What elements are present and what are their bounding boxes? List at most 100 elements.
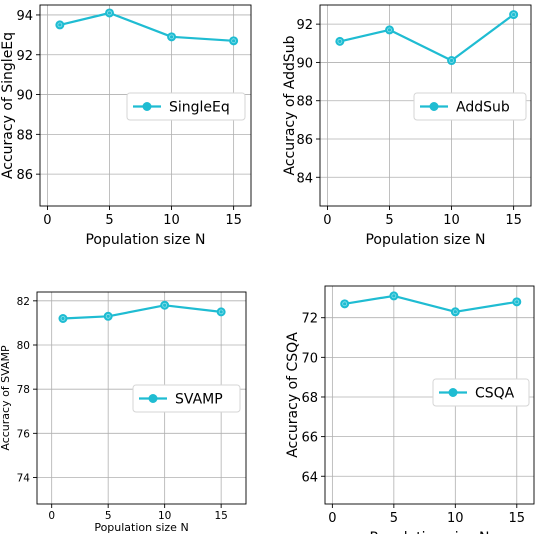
legend: SVAMP: [132, 384, 241, 413]
y-tick-label: 72: [301, 312, 318, 327]
y-tick-label: 88: [16, 128, 33, 143]
data-point-inner: [162, 302, 168, 308]
y-tick-label: 88: [296, 95, 313, 110]
legend-label: AddSub: [456, 100, 510, 116]
x-tick-label: 15: [505, 213, 522, 228]
legend-label: SingleEq: [169, 100, 230, 116]
data-point-inner: [218, 309, 224, 315]
plot-frame: [39, 4, 252, 207]
y-axis-label: Accuracy of CSQA: [285, 332, 301, 458]
plot-frame: [36, 291, 247, 505]
legend-marker: [142, 102, 152, 111]
y-tick-label: 84: [296, 171, 313, 186]
x-tick-label: 10: [158, 510, 171, 522]
x-tick-label: 0: [43, 213, 51, 228]
data-point: [58, 314, 68, 323]
x-axis-label: Population size N: [365, 232, 485, 248]
y-tick-label: 92: [296, 18, 313, 33]
x-tick-label: 0: [328, 511, 336, 526]
x-tick-label: 0: [323, 213, 331, 228]
data-point: [105, 8, 115, 18]
legend-box: [432, 378, 530, 407]
y-tick-label: 68: [301, 391, 318, 406]
y-tick-label: 74: [17, 473, 31, 485]
legend-label: CSQA: [475, 386, 515, 402]
data-point: [216, 307, 226, 317]
data-point: [385, 25, 395, 35]
data-point: [167, 32, 177, 42]
data-point-inner: [511, 12, 517, 17]
y-tick-label: 92: [16, 49, 33, 64]
data-point: [335, 36, 345, 46]
y-tick-label: 90: [296, 56, 313, 71]
data-point: [55, 20, 65, 30]
data-point-inner: [514, 299, 520, 305]
data-point-inner: [60, 316, 66, 321]
y-tick-label: 94: [16, 9, 33, 24]
legend-label: SVAMP: [175, 392, 223, 408]
y-tick-label: 70: [301, 351, 318, 366]
y-tick-label: 76: [17, 428, 31, 440]
legend-box: [413, 92, 527, 121]
series-line: [344, 294, 517, 313]
chart-panel-2: 0 5 10 15 84 86 88 90 92 Population size N Accurac…: [282, 4, 532, 248]
legend: AddSub: [413, 92, 527, 121]
plot-frame: [319, 4, 532, 207]
data-point: [447, 56, 457, 66]
legend-box: [132, 384, 241, 413]
data-point: [229, 36, 239, 46]
x-tick-label: 0: [48, 510, 55, 522]
y-tick-label: 80: [17, 340, 30, 352]
y-axis-label: Accuracy of AddSub: [282, 35, 298, 175]
x-tick-label: 15: [509, 511, 526, 526]
y-tick-label: 86: [296, 133, 313, 148]
x-tick-label: 15: [225, 213, 242, 228]
chart-panel-1: 0 5 10 15 86 88 90 92 94 Population size N Accurac…: [0, 4, 252, 248]
series-line: [59, 11, 234, 42]
legend-marker: [448, 388, 458, 397]
x-tick-label: 5: [390, 511, 398, 526]
data-point-inner: [169, 34, 174, 40]
x-tick-label: 10: [163, 213, 180, 228]
x-tick-label: 15: [214, 510, 227, 522]
data-point-inner: [387, 27, 392, 33]
legend-marker: [148, 394, 158, 403]
data-point: [160, 300, 170, 310]
chart-panel-4: 0 5 10 15 64 66 68 70 72 Population size N Accurac…: [285, 285, 535, 534]
series-line: [339, 13, 515, 62]
data-point-inner: [342, 301, 348, 307]
y-axis-label: Accuracy of SVAMP: [0, 345, 12, 451]
x-tick-label: 10: [443, 213, 460, 228]
y-tick-label: 78: [17, 384, 30, 396]
legend: CSQA: [432, 378, 530, 407]
x-tick-label: 5: [385, 213, 393, 228]
legend: SingleEq: [126, 92, 246, 121]
x-tick-label: 10: [447, 511, 464, 526]
x-tick-label: 5: [105, 213, 113, 228]
x-axis-label: Population size N: [85, 232, 205, 248]
data-point-inner: [452, 309, 458, 315]
y-tick-label: 86: [16, 168, 33, 183]
data-point: [340, 299, 350, 309]
y-tick-label: 82: [17, 296, 30, 308]
data-point: [389, 291, 399, 301]
data-point: [512, 297, 522, 307]
data-point-inner: [57, 22, 63, 28]
y-tick-label: 90: [16, 89, 33, 104]
y-tick-label: 66: [301, 431, 318, 446]
legend-marker: [429, 102, 439, 111]
data-point: [509, 10, 519, 20]
data-point-inner: [449, 58, 454, 63]
y-axis-label: Accuracy of SingleEq: [0, 32, 16, 179]
data-point-inner: [337, 38, 343, 44]
data-point: [450, 307, 460, 317]
x-axis-label: Population size N: [369, 530, 489, 534]
data-point-inner: [391, 293, 397, 299]
data-point: [103, 311, 113, 321]
series-line: [62, 304, 222, 320]
data-point-inner: [105, 313, 111, 319]
chart-panel-3: 0 5 10 15 74 76 78 80 82 Population size N Accurac…: [0, 291, 247, 534]
legend-box: [126, 92, 246, 121]
y-tick-label: 64: [301, 470, 318, 485]
